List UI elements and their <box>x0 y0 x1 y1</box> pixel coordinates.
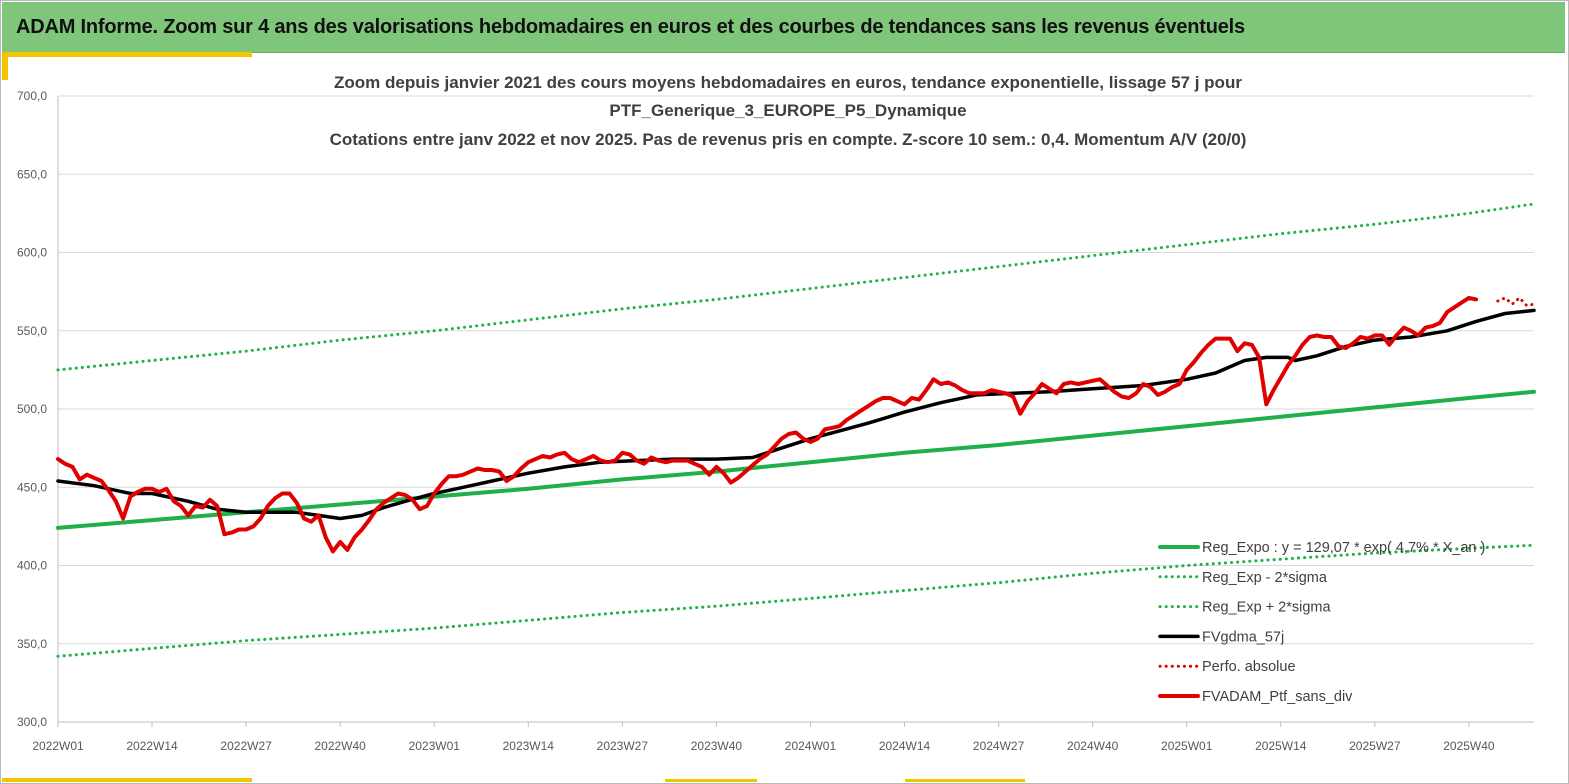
x-tick-label: 2023W01 <box>409 739 461 753</box>
x-tick-label: 2022W01 <box>32 739 84 753</box>
chart-title: Zoom depuis janvier 2021 des cours moyen… <box>330 73 1247 149</box>
series-line-6 <box>56 295 1479 554</box>
grid-lines <box>58 95 1534 645</box>
legend-label-1: Reg_Expo : y = 129,07 * exp( 4,7% * X_an… <box>1202 540 1485 556</box>
y-tick-label: 350,0 <box>17 637 47 651</box>
x-tick-label: 2022W14 <box>126 739 178 753</box>
x-tick-label: 2024W27 <box>973 739 1025 753</box>
y-tick-label: 600,0 <box>17 246 47 260</box>
x-tick-label: 2024W14 <box>879 739 931 753</box>
accent-bar-bottom-right <box>905 779 1025 782</box>
x-tick-label: 2025W14 <box>1255 739 1307 753</box>
y-tick-label: 700,0 <box>17 89 47 103</box>
x-axis-ticks: 2022W01 2022W14 2022W27 2022W40 2023W01 2023W… <box>32 739 1495 753</box>
legend-label-6: FVADAM_Ptf_sans_div <box>1202 689 1353 705</box>
x-tick-label: 2025W27 <box>1349 739 1401 753</box>
x-tick-label: 2023W27 <box>597 739 649 753</box>
banner-title: ADAM Informe. Zoom sur 4 ans des valoris… <box>16 16 1245 38</box>
x-tick-label: 2023W14 <box>503 739 555 753</box>
y-tick-label: 650,0 <box>17 167 47 181</box>
accent-bar-bottom-left <box>2 778 252 782</box>
series-line-5 <box>1496 296 1536 308</box>
x-tick-label: 2022W40 <box>314 739 366 753</box>
series-line-1 <box>56 389 1536 530</box>
chart-title-line-2: PTF_Generique_3_EUROPE_P5_Dynamique <box>609 101 966 120</box>
x-tick-label: 2024W40 <box>1067 739 1119 753</box>
y-tick-label: 400,0 <box>17 559 47 573</box>
y-axis-ticks: 300,0 350,0 400,0 450,0 500,0 550,0 600,0 650,0… <box>17 89 47 729</box>
legend-label-5: Perfo. absolue <box>1202 659 1296 675</box>
x-tick-label: 2023W40 <box>691 739 743 753</box>
y-tick-label: 500,0 <box>17 402 47 416</box>
legend-label-2: Reg_Exp - 2*sigma <box>1202 570 1328 586</box>
x-tick-label: 2024W01 <box>785 739 837 753</box>
x-tick-label: 2025W40 <box>1443 739 1495 753</box>
chart-title-line-3: Cotations entre janv 2022 et nov 2025. P… <box>330 130 1247 149</box>
series-lines <box>56 202 1536 658</box>
series-line-4 <box>56 308 1536 521</box>
accent-bar-left <box>2 52 8 80</box>
chart-title-line-1: Zoom depuis janvier 2021 des cours moyen… <box>334 73 1242 92</box>
header-banner: ADAM Informe. Zoom sur 4 ans des valoris… <box>2 2 1565 53</box>
x-tick-label: 2022W27 <box>220 739 272 753</box>
series-line-3 <box>56 202 1536 372</box>
legend-label-3: Reg_Exp + 2*sigma <box>1202 600 1331 616</box>
legend-label-4: FVgdma_57j <box>1202 629 1284 645</box>
legend: Reg_Expo : y = 129,07 * exp( 4,7% * X_an… <box>1158 540 1485 705</box>
series-line-2 <box>56 543 1536 658</box>
accent-bar-top <box>2 52 252 57</box>
y-tick-label: 450,0 <box>17 480 47 494</box>
y-tick-label: 550,0 <box>17 324 47 338</box>
x-tick-label: 2025W01 <box>1161 739 1213 753</box>
axes <box>57 96 1534 727</box>
y-tick-label: 300,0 <box>17 715 47 729</box>
accent-bar-bottom-middle <box>665 779 757 782</box>
